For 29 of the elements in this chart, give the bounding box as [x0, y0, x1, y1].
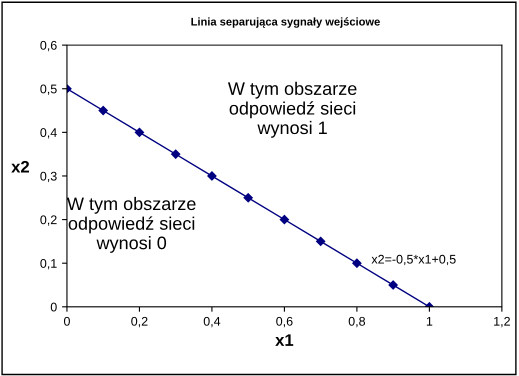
x-tick-label: 1,2: [494, 316, 510, 328]
y-tick-label: 0,1: [40, 259, 57, 270]
annotation: x2=-0,5*x1+0,5: [372, 254, 456, 266]
point: [244, 193, 253, 202]
x-tick-label: 1: [426, 316, 432, 326]
annotation: W tym obszarze odpowiedź sieci wynosi 1: [228, 82, 356, 138]
y-tick-label: 0: [50, 302, 57, 312]
x-tick-label: 0,2: [131, 316, 148, 328]
point: [388, 280, 398, 290]
point: [280, 214, 290, 224]
x-tick-label: 0: [64, 316, 70, 326]
y-tick-label: 0,3: [40, 172, 57, 182]
annotation: W tym obszarze odpowiedź sieci wynosi 0: [67, 196, 196, 253]
x-axis-title: x1: [275, 334, 294, 346]
y-tick-label: 0,6: [40, 40, 57, 52]
point: [316, 236, 326, 246]
point: [134, 128, 144, 137]
x-tick-label: 0,8: [348, 316, 366, 328]
x-tick-label: 0,6: [276, 316, 293, 328]
chart-title: Linia separująca sygnały wejściowe: [191, 17, 380, 28]
x-tick-label: 0,4: [204, 316, 220, 328]
y-tick-label: 0,4: [40, 128, 57, 138]
point: [207, 171, 217, 181]
point: [352, 258, 362, 268]
y-tick-label: 0,2: [40, 215, 57, 226]
y-tick-label: 0,5: [40, 84, 57, 95]
point: [171, 150, 180, 159]
point: [98, 106, 108, 116]
y-axis-title: x2: [11, 160, 30, 173]
